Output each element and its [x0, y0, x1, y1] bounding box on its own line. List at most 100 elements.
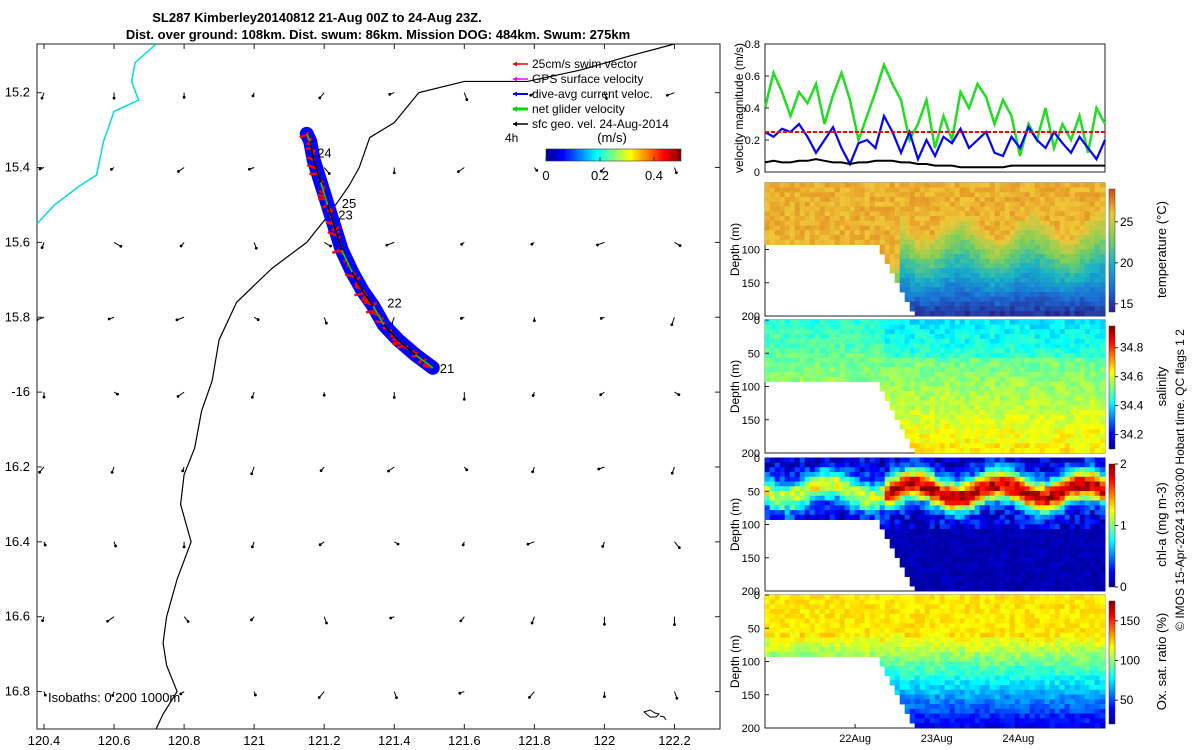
section-cell	[939, 343, 946, 349]
section-cell	[1049, 567, 1056, 573]
section-cell	[889, 481, 896, 487]
section-cell	[1029, 472, 1036, 478]
section-cell	[1039, 476, 1046, 482]
section-cell	[999, 306, 1006, 312]
section-cell	[1014, 491, 1021, 497]
section-cell	[984, 244, 991, 250]
section-cell	[924, 438, 931, 444]
map-x-tick-label: 121.8	[518, 733, 551, 748]
section-cell	[974, 319, 981, 325]
section-cell	[1019, 467, 1026, 473]
section-cell	[954, 519, 961, 525]
section-cell	[1084, 282, 1091, 288]
section-cell	[804, 319, 811, 325]
section-cell	[814, 457, 821, 463]
legend-net-arrowhead	[513, 106, 517, 112]
section-cell	[914, 571, 921, 577]
section-cell	[849, 187, 856, 193]
section-cell	[914, 306, 921, 312]
section-cell	[1059, 529, 1066, 535]
section-cell	[909, 505, 916, 511]
section-cell	[994, 357, 1001, 363]
section-cell	[779, 329, 786, 335]
section-cell	[994, 548, 1001, 554]
section-cell	[1034, 481, 1041, 487]
map-x-tick-label: 122.2	[658, 733, 691, 748]
section-cell	[1084, 338, 1091, 344]
section-cell	[814, 334, 821, 340]
section-cell	[944, 287, 951, 293]
section-cell	[1009, 548, 1016, 554]
section-cell	[1069, 472, 1076, 478]
section-cell	[1074, 462, 1081, 468]
section-cell	[914, 424, 921, 430]
section-cell	[914, 533, 921, 539]
section-cell	[989, 263, 996, 269]
section-cell	[959, 348, 966, 354]
section-cell	[904, 319, 911, 325]
map-y-tick-label: 15.4	[5, 160, 30, 175]
section-cell	[924, 462, 931, 468]
section-cell	[939, 372, 946, 378]
section-cell	[1089, 538, 1096, 544]
section-cell	[1094, 552, 1101, 558]
section-cell	[919, 510, 926, 516]
section-cell	[1084, 462, 1091, 468]
section-cell	[1054, 353, 1061, 359]
section-cell	[909, 529, 916, 535]
section-cell	[1059, 249, 1066, 255]
section-cell	[809, 334, 816, 340]
section-cell	[1029, 429, 1036, 435]
section-cell	[799, 510, 806, 516]
section-cell	[1089, 448, 1096, 454]
section-cell	[914, 381, 921, 387]
section-cell	[949, 329, 956, 335]
section-cell	[809, 187, 816, 193]
section-cell	[794, 343, 801, 349]
section-cell	[1089, 230, 1096, 236]
section-cell	[924, 273, 931, 279]
section-cell	[889, 216, 896, 222]
section-cell	[994, 334, 1001, 340]
section-cell	[1034, 395, 1041, 401]
section-cell	[894, 410, 901, 416]
section-cell	[1039, 576, 1046, 582]
section-cell	[1049, 543, 1056, 549]
section-cell	[979, 400, 986, 406]
section-cell	[1099, 386, 1106, 392]
section-cell	[824, 329, 831, 335]
section-cell	[999, 372, 1006, 378]
section-cell	[824, 505, 831, 511]
section-cell	[1029, 576, 1036, 582]
section-cell	[929, 529, 936, 535]
section-cell	[1079, 386, 1086, 392]
section-cell	[819, 201, 826, 207]
section-cell	[869, 457, 876, 463]
section-cell	[1034, 476, 1041, 482]
section-cell	[774, 225, 781, 231]
section-cell	[894, 395, 901, 401]
section-cell	[1074, 491, 1081, 497]
section-cell	[1064, 343, 1071, 349]
section-cell	[999, 571, 1006, 577]
section-cell	[889, 230, 896, 236]
swim-vector	[360, 298, 371, 304]
section-cell	[1074, 438, 1081, 444]
section-cell	[929, 414, 936, 420]
section-cell	[1004, 457, 1011, 463]
section-cell	[1099, 514, 1106, 520]
section-cell	[884, 367, 891, 373]
section-cell	[1059, 273, 1066, 279]
section-cell	[1044, 514, 1051, 520]
section-cell	[879, 500, 886, 506]
section-cell	[1069, 510, 1076, 516]
section-cell	[919, 301, 926, 307]
section-cell	[834, 225, 841, 231]
section-cell	[919, 495, 926, 501]
section-cell	[1064, 543, 1071, 549]
section-cell	[1039, 372, 1046, 378]
section-cell	[889, 201, 896, 207]
section-cell	[1084, 557, 1091, 563]
section-cell	[769, 476, 776, 482]
current-arrowhead	[40, 246, 44, 249]
